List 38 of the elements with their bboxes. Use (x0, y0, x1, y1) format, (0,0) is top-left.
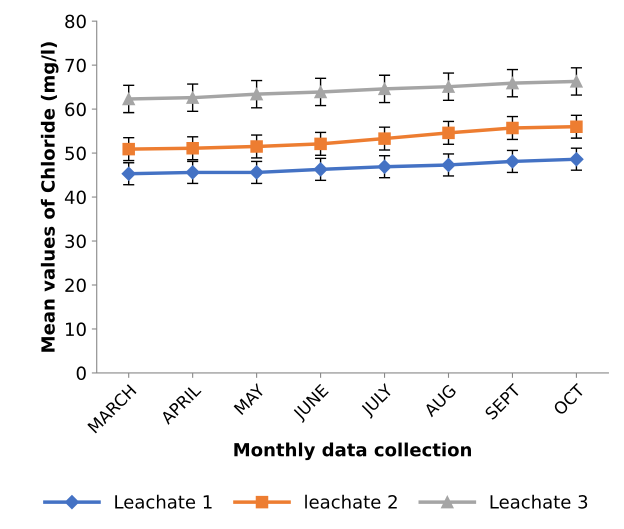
legend-label: Leachate 3 (490, 494, 588, 509)
point (378, 132, 391, 145)
y-tick-label: 50 (65, 146, 86, 160)
y-tick-label: 30 (65, 234, 86, 248)
point (122, 166, 136, 181)
point (186, 142, 199, 154)
point (441, 158, 456, 172)
point (570, 75, 583, 88)
y-tick-label: 70 (66, 58, 86, 72)
point (186, 91, 199, 104)
y-tick-label: 20 (65, 278, 86, 292)
legend-label: Leachate 1 (115, 494, 212, 509)
y-tick-label: 0 (76, 366, 86, 380)
y-tick-label: 80 (65, 14, 86, 28)
point (314, 162, 328, 176)
point (506, 76, 519, 90)
point (377, 160, 392, 174)
point (250, 165, 264, 180)
point (314, 86, 327, 98)
point (250, 88, 263, 100)
point (122, 92, 135, 106)
point (505, 154, 520, 169)
x-axis-title: Monthly data collection (234, 442, 471, 460)
point (250, 140, 263, 153)
point (186, 165, 200, 180)
point (506, 122, 519, 134)
y-axis-title: Mean values of Chloride (mg/l) (40, 42, 58, 352)
point (569, 152, 584, 166)
y-tick-label: 10 (66, 322, 86, 336)
point (442, 80, 455, 93)
point (122, 142, 135, 156)
y-tick-label: 60 (65, 102, 86, 116)
point (570, 120, 583, 133)
legend-label: leachate 2 (305, 494, 397, 509)
point (442, 126, 455, 140)
point (314, 138, 327, 150)
y-tick-label: 40 (64, 190, 86, 204)
point (378, 82, 391, 96)
